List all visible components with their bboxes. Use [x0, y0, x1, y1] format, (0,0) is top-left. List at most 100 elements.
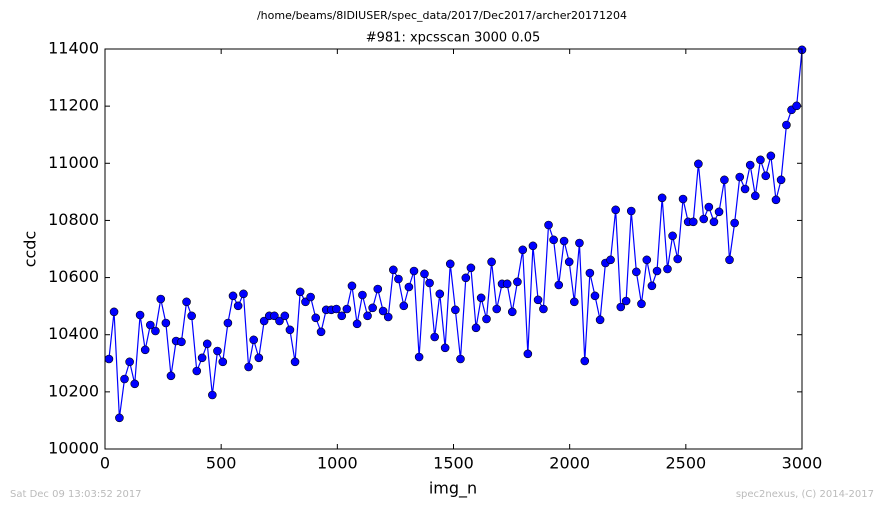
x-tick-label: 2000: [549, 454, 590, 473]
data-point: [233, 301, 243, 311]
data-point: [435, 289, 445, 299]
data-point: [109, 307, 119, 317]
data-point: [456, 354, 465, 364]
data-point: [280, 311, 290, 321]
data-point: [544, 220, 553, 230]
data-point: [182, 297, 191, 307]
y-axis-label: ccdc: [21, 231, 40, 268]
x-tick-label: 3000: [782, 454, 823, 473]
data-point: [766, 151, 776, 161]
y-tick-label: 11400: [48, 39, 99, 58]
data-point: [502, 279, 512, 289]
data-point: [146, 320, 155, 330]
data-point: [451, 305, 460, 315]
chart-subtitle: #981: xpcsscan 3000 0.05: [366, 31, 541, 46]
data-point: [720, 175, 729, 185]
data-point: [513, 277, 522, 287]
data-point: [409, 266, 419, 276]
y-tick-label: 11200: [48, 96, 99, 115]
data-point: [239, 289, 248, 299]
data-point: [461, 273, 471, 283]
data-point: [528, 241, 538, 251]
data-point: [368, 303, 377, 313]
data-point: [642, 255, 652, 265]
x-tick-label: 1500: [433, 454, 474, 473]
data-point: [709, 217, 719, 227]
data-point: [270, 311, 279, 321]
data-point: [208, 390, 217, 400]
data-point: [590, 291, 600, 301]
data-point: [626, 206, 636, 216]
data-point: [745, 160, 755, 170]
data-point: [306, 292, 315, 302]
x-axis-label: img_n: [429, 479, 477, 499]
data-point: [342, 304, 352, 314]
data-point: [378, 306, 388, 316]
data-point: [621, 296, 631, 306]
data-point: [223, 318, 233, 328]
data-point: [776, 175, 786, 185]
data-point: [383, 312, 393, 322]
y-tick-label: 10200: [48, 381, 99, 400]
data-point: [192, 366, 202, 376]
data-point: [135, 310, 145, 320]
data-point: [756, 155, 765, 165]
data-point: [414, 352, 424, 362]
y-tick-label: 10000: [48, 439, 99, 458]
data-point: [471, 323, 481, 333]
data-point: [140, 345, 150, 355]
data-point: [518, 245, 528, 255]
data-point: [482, 314, 491, 324]
data-point: [782, 120, 791, 130]
data-point: [761, 171, 771, 181]
data-point: [476, 293, 486, 303]
data-point: [161, 318, 171, 328]
data-point: [616, 302, 626, 312]
data-point: [285, 325, 295, 335]
data-point: [115, 413, 124, 423]
data-point: [507, 307, 517, 317]
data-point: [197, 353, 207, 363]
data-point: [254, 353, 264, 363]
data-line: [108, 49, 803, 418]
data-point: [389, 265, 398, 275]
data-point: [694, 159, 703, 169]
data-point: [554, 280, 564, 290]
data-point: [120, 374, 129, 384]
plot-frame: [104, 48, 803, 450]
data-point: [771, 195, 781, 205]
data-point: [420, 269, 429, 279]
data-point: [699, 214, 709, 224]
footer-left: Sat Dec 09 13:03:52 2017: [10, 489, 142, 500]
y-tick-label: 10600: [48, 267, 99, 286]
data-point: [678, 194, 688, 204]
data-point: [363, 311, 372, 321]
data-point: [688, 217, 698, 227]
x-tick-label: 2500: [665, 454, 706, 473]
chart-title: /home/beams/8IDIUSER/spec_data/2017/Dec2…: [257, 9, 627, 22]
data-point: [295, 287, 305, 297]
data-point: [533, 295, 543, 305]
data-point: [487, 257, 496, 267]
data-point: [652, 266, 662, 276]
data-point: [275, 316, 284, 326]
data-point: [611, 205, 620, 215]
x-tick-label: 0: [100, 454, 110, 473]
footer-right: spec2nexus, (C) 2014-2017: [736, 489, 874, 500]
data-point: [585, 268, 595, 278]
data-point: [714, 207, 724, 217]
data-point: [399, 301, 409, 311]
data-point: [337, 311, 347, 321]
data-point: [570, 297, 579, 307]
data-point: [332, 304, 341, 314]
data-point: [166, 371, 176, 381]
data-point: [575, 238, 584, 248]
data-point: [259, 316, 269, 326]
data-point: [523, 349, 533, 359]
data-point: [125, 357, 134, 367]
data-point: [177, 337, 186, 347]
data-point: [104, 354, 114, 364]
data-point: [347, 281, 357, 291]
data-point: [394, 274, 403, 284]
